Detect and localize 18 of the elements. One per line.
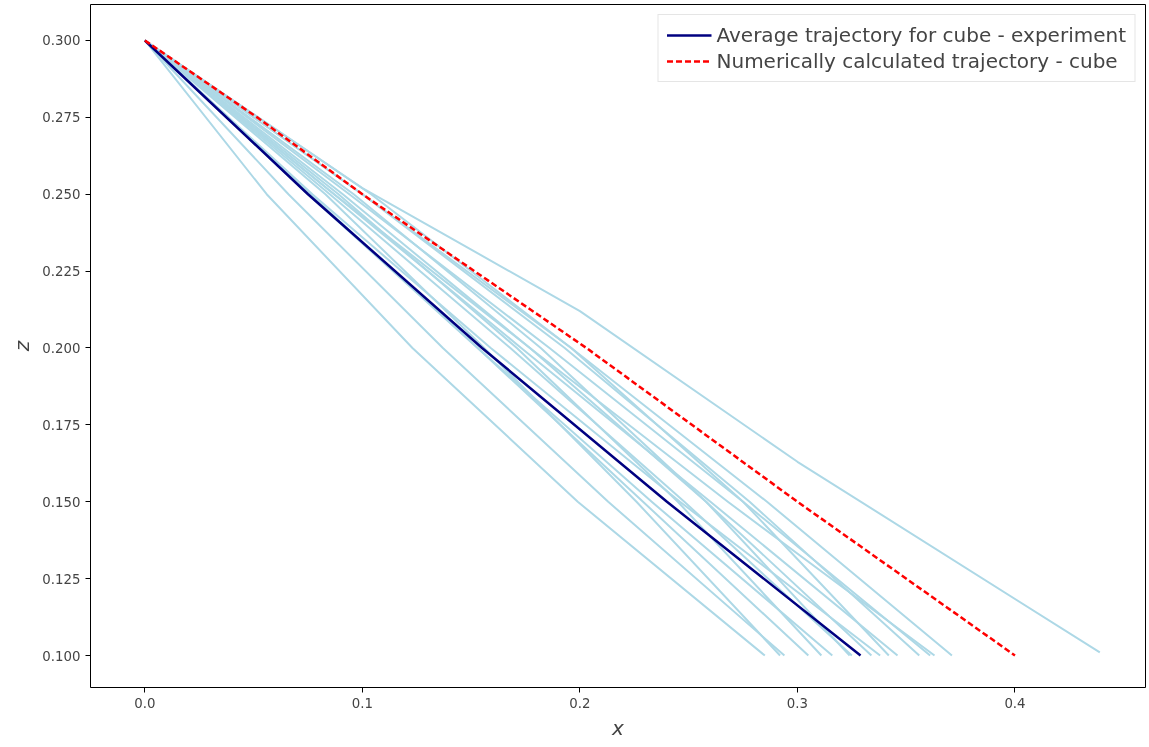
x-tick-label: 0.3 [786, 695, 809, 711]
y-axis-title: z [10, 340, 35, 353]
x-axis-title: x [611, 715, 625, 740]
legend-label: Numerically calculated trajectory - cube [716, 49, 1118, 73]
y-tick-label: 0.200 [42, 341, 81, 356]
x-tick-label: 0.2 [569, 695, 591, 711]
y-tick-label: 0.300 [42, 33, 81, 49]
legend-label: Average trajectory for cube - experiment [716, 23, 1126, 47]
y-tick-label: 0.125 [42, 571, 81, 587]
x-tick-label: 0.1 [351, 695, 374, 711]
y-tick-label: 0.175 [42, 417, 81, 433]
y-tick-label: 0.225 [42, 264, 81, 280]
y-tick-label: 0.250 [42, 187, 81, 203]
x-tick-label: 0.0 [134, 695, 156, 711]
y-tick-label: 0.275 [42, 110, 81, 126]
x-tick-label: 0.4 [1004, 695, 1026, 711]
y-tick-label: 0.150 [42, 494, 81, 510]
y-tick-label: 0.100 [42, 648, 81, 664]
